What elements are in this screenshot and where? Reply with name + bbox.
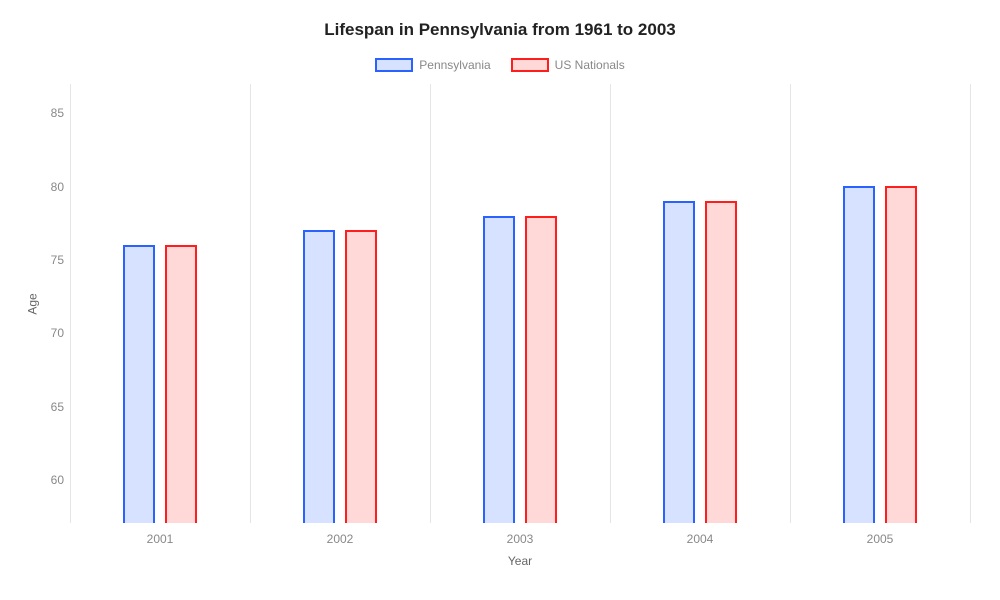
bar: [843, 186, 875, 523]
grid-line: [970, 84, 971, 523]
grid-line: [70, 84, 71, 523]
bar: [483, 216, 515, 523]
y-tick-label: 60: [51, 473, 64, 487]
bar: [705, 201, 737, 523]
plot-wrap: Age 606570758085: [30, 84, 970, 524]
grid-line: [250, 84, 251, 523]
bars-layer: [70, 84, 970, 523]
grid-line: [790, 84, 791, 523]
legend-label: Pennsylvania: [419, 58, 490, 72]
grid-line: [430, 84, 431, 523]
legend-swatch-icon: [511, 58, 549, 72]
bar: [663, 201, 695, 523]
legend-swatch-icon: [375, 58, 413, 72]
grid-line: [610, 84, 611, 523]
x-axis-label: Year: [70, 554, 970, 568]
chart-container: Lifespan in Pennsylvania from 1961 to 20…: [0, 0, 1000, 600]
x-tick-label: 2001: [147, 532, 174, 546]
y-tick-label: 70: [51, 326, 64, 340]
bar: [525, 216, 557, 523]
bar: [165, 245, 197, 523]
legend-item: Pennsylvania: [375, 58, 490, 72]
y-tick-label: 75: [51, 253, 64, 267]
x-tick-label: 2005: [867, 532, 894, 546]
y-tick-label: 85: [51, 106, 64, 120]
legend-item: US Nationals: [511, 58, 625, 72]
bar: [885, 186, 917, 523]
legend-label: US Nationals: [555, 58, 625, 72]
x-tick-label: 2003: [507, 532, 534, 546]
x-axis: 2001 2002 2003 2004 2005: [70, 524, 970, 550]
y-tick-label: 65: [51, 400, 64, 414]
plot-area: [70, 84, 970, 524]
y-tick-label: 80: [51, 180, 64, 194]
x-tick-label: 2004: [687, 532, 714, 546]
x-tick-label: 2002: [327, 532, 354, 546]
bar: [123, 245, 155, 523]
bar: [345, 230, 377, 523]
chart-title: Lifespan in Pennsylvania from 1961 to 20…: [30, 20, 970, 40]
bar: [303, 230, 335, 523]
y-axis: 60 65 70 75 80 85: [30, 84, 70, 524]
legend: Pennsylvania US Nationals: [30, 58, 970, 72]
